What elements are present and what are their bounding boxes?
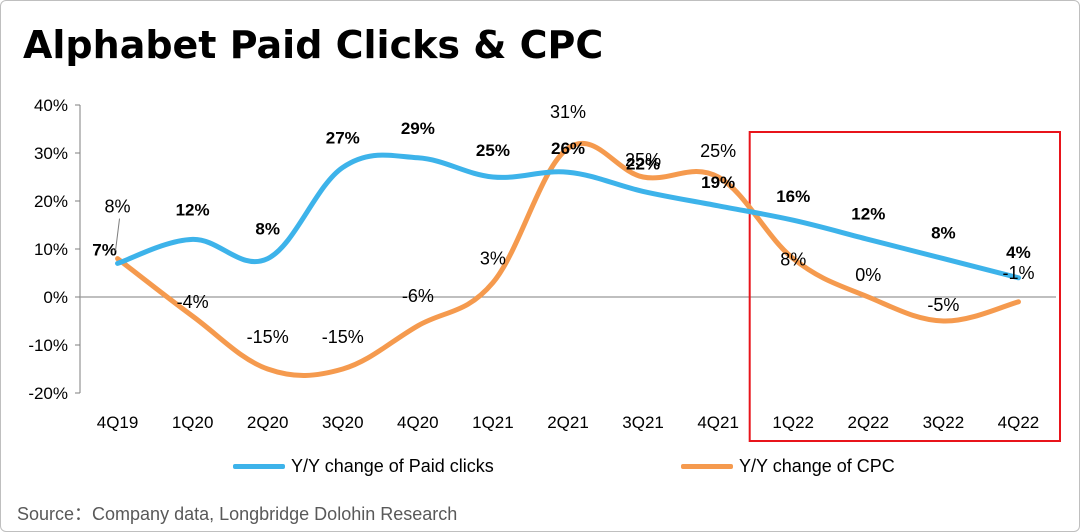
x-tick-label: 2Q20 [247,413,289,432]
highlight-box-layer [748,131,1061,442]
y-tick-label: 0% [43,288,68,307]
x-tick-label: 4Q21 [697,413,739,432]
y-tick-label: 20% [34,192,68,211]
cpc-data-label: -4% [177,292,209,312]
chart-axes: 40% 30% 20% 10% 0% -10% -20% 4Q19 1Q20 2Q20 3Q20 4Q… [28,96,1056,432]
y-tick-label: -20% [28,384,68,403]
data-labels: 7% 12% 8% 27% 29% 25% 26% 22% 19% 16% 12% 8% 4% 8% -4%… [92,102,1034,347]
source-note: Source：Company data, Longbridge Dolohin … [17,504,458,524]
cpc-data-label: 8% [780,250,806,270]
paid-clicks-data-label: 29% [401,119,435,138]
x-tick-label: 3Q22 [923,413,965,432]
y-tick-label: -10% [28,336,68,355]
chart-title: Alphabet Paid Clicks & CPC [23,23,604,67]
legend-swatch-paid-clicks [233,464,285,469]
paid-clicks-data-label: 12% [176,200,210,219]
cpc-data-label: 25% [700,141,736,161]
highlight-box [748,131,1061,442]
cpc-data-label: 8% [105,197,131,217]
x-tick-label: 2Q22 [848,413,890,432]
x-tick-label: 3Q20 [322,413,364,432]
cpc-line [115,140,1021,378]
series-lines [115,140,1021,378]
x-tick-label: 1Q21 [472,413,514,432]
paid-clicks-line [115,152,1021,281]
x-tick-label: 3Q21 [622,413,664,432]
legend-swatch-cpc [681,464,733,469]
legend-item-cpc: Y/Y change of CPC [681,456,895,477]
paid-clicks-data-label: 12% [851,204,885,223]
y-tick-label: 30% [34,144,68,163]
paid-clicks-data-label: 22% [626,154,660,173]
paid-clicks-data-label: 8% [931,224,956,243]
paid-clicks-data-label: 16% [776,187,810,206]
cpc-data-label: 31% [550,102,586,122]
cpc-data-label: -6% [402,286,434,306]
x-tick-label: 1Q22 [772,413,814,432]
paid-clicks-data-label: 4% [1006,243,1031,262]
cpc-data-label: 3% [480,249,506,269]
cpc-data-label: -1% [1002,263,1034,283]
paid-clicks-data-label: 25% [476,141,510,160]
paid-clicks-data-label: 26% [551,139,585,158]
cpc-data-label: -5% [927,295,959,315]
paid-clicks-data-label: 19% [701,173,735,192]
paid-clicks-data-label: 27% [326,128,360,147]
y-tick-label: 40% [34,96,68,115]
x-tick-label: 4Q19 [97,413,139,432]
x-tick-label: 4Q20 [397,413,439,432]
cpc-label-leader-line [115,218,121,251]
cpc-data-label: 0% [855,265,881,285]
cpc-data-label: 25% [625,150,661,170]
paid-clicks-data-label: 8% [255,220,280,239]
paid-clicks-data-label: 7% [92,240,117,259]
x-tick-label: 1Q20 [172,413,214,432]
cpc-data-label: -15% [322,327,364,347]
legend-label-paid-clicks: Y/Y change of Paid clicks [291,456,494,476]
y-tick-label: 10% [34,240,68,259]
legend-label-cpc: Y/Y change of CPC [739,456,895,476]
legend-item-paid-clicks: Y/Y change of Paid clicks [233,456,494,477]
x-tick-label: 4Q22 [998,413,1040,432]
cpc-data-label: -15% [247,327,289,347]
x-tick-label: 2Q21 [547,413,589,432]
